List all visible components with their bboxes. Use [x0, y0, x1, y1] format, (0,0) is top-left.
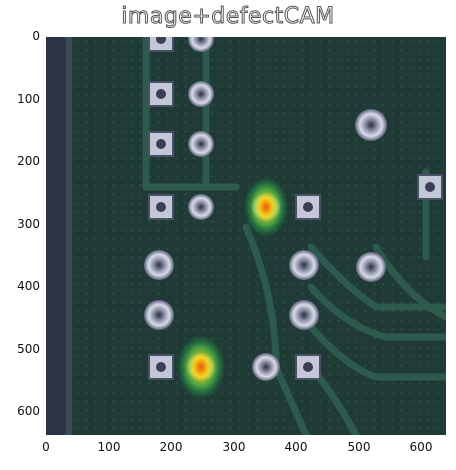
y-tick: 0 — [32, 29, 40, 43]
x-tick: 500 — [347, 440, 371, 454]
y-tick: 600 — [17, 404, 40, 418]
square-pad-holes — [156, 37, 435, 372]
x-tick: 600 — [409, 440, 433, 454]
x-tick: 0 — [42, 440, 50, 454]
x-tick: 200 — [159, 440, 183, 454]
cam-hotspot-lower — [177, 335, 225, 399]
x-tick: 300 — [222, 440, 246, 454]
y-tick: 200 — [17, 154, 40, 168]
pcb-image-with-defect-cam — [46, 37, 446, 435]
y-tick: 100 — [17, 92, 40, 106]
board-edge-highlight — [66, 37, 72, 435]
figure-title: image+defectCAM — [121, 4, 335, 30]
y-tick: 400 — [17, 279, 40, 293]
y-tick: 300 — [17, 217, 40, 231]
x-tick: 400 — [284, 440, 308, 454]
y-tick: 500 — [17, 342, 40, 356]
x-tick: 100 — [97, 440, 121, 454]
board-edge — [46, 37, 66, 435]
cam-hotspot-upper — [244, 177, 288, 237]
